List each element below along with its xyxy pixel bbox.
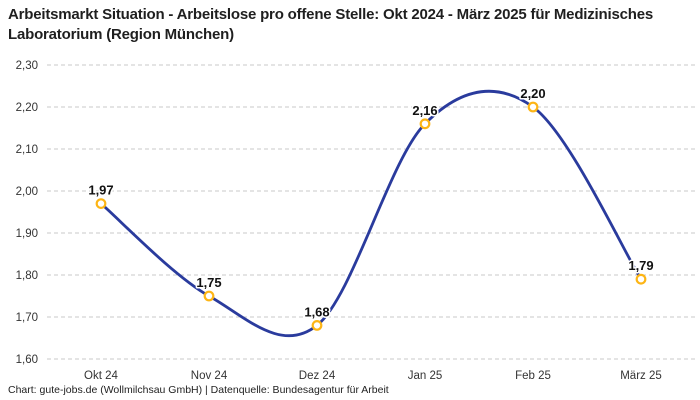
chart-credit: Chart: gute-jobs.de (Wollmilchsau GmbH) … <box>8 384 389 396</box>
data-point-label: 2,20 <box>520 86 545 101</box>
x-axis-tick-labels: Okt 24 Nov 24 Dez 24 Jan 25 Feb 25 März 25 <box>84 370 662 382</box>
x-tick-label: Jan 25 <box>408 370 443 382</box>
y-axis-tick-labels: 2,30 2,20 2,10 2,00 1,90 1,80 1,70 1,60 <box>16 60 38 366</box>
series-line <box>99 89 643 338</box>
x-tick-label: März 25 <box>620 370 662 382</box>
x-tick-label: Okt 24 <box>84 370 118 382</box>
data-point-marker <box>311 320 323 331</box>
data-point-label: 1,68 <box>304 304 329 319</box>
y-tick-label: 2,00 <box>16 186 38 198</box>
x-tick-label: Dez 24 <box>299 370 336 382</box>
data-point-markers <box>95 101 647 331</box>
data-point-label: 1,97 <box>88 183 113 198</box>
data-point-label: 1,79 <box>628 258 653 273</box>
y-tick-label: 1,80 <box>16 270 38 282</box>
data-point-marker <box>419 118 431 130</box>
data-point-marker <box>95 198 107 210</box>
data-point-marker <box>635 273 647 285</box>
data-point-label: 2,16 <box>412 103 437 118</box>
gridlines <box>47 64 695 360</box>
data-point-labels: 1,97 1,75 1,68 2,16 2,20 1,79 <box>87 85 655 321</box>
y-tick-label: 1,90 <box>16 228 38 240</box>
y-tick-label: 2,10 <box>16 144 38 156</box>
y-tick-label: 1,60 <box>16 354 38 366</box>
data-point-label: 1,75 <box>196 275 221 290</box>
data-point-marker <box>203 290 215 302</box>
y-tick-label: 2,30 <box>16 60 38 72</box>
y-tick-label: 2,20 <box>16 102 38 114</box>
x-tick-label: Feb 25 <box>515 370 551 382</box>
chart-title: Arbeitsmarkt Situation - Arbeitslose pro… <box>8 6 653 43</box>
x-tick-label: Nov 24 <box>191 370 228 382</box>
y-tick-label: 1,70 <box>16 312 38 324</box>
data-point-marker <box>527 101 539 113</box>
